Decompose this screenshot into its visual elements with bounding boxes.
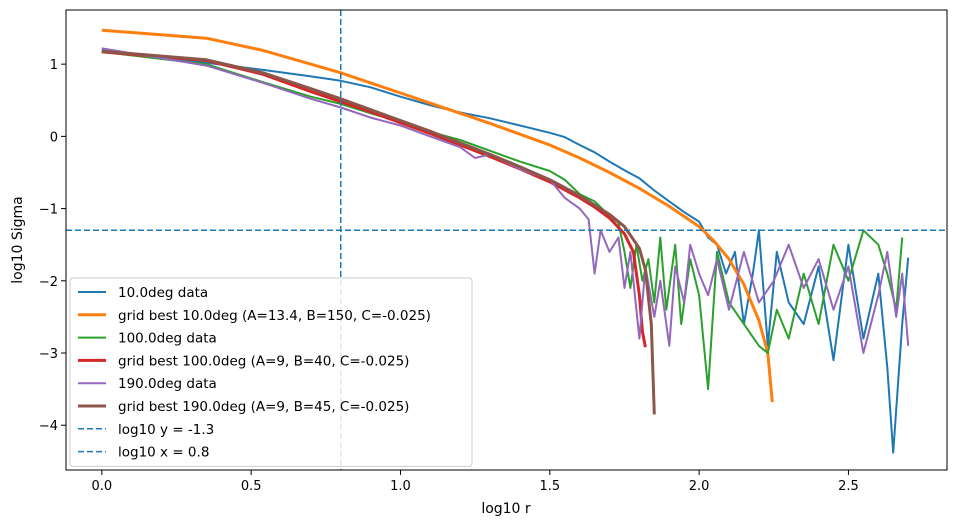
y-tick-label: 0	[50, 130, 58, 145]
legend-entry-label: grid best 10.0deg (A=13.4, B=150, C=-0.0…	[118, 308, 431, 324]
axis-ticks: 0.0 0.5 1.0 1.5 2.0 2.5 1 0 −1 −2 −3 −4	[39, 58, 859, 494]
y-tick-label: −1	[39, 203, 58, 218]
y-tick-label: −2	[39, 275, 58, 290]
x-tick-label: 2.0	[689, 479, 710, 494]
legend-entry-label: grid best 100.0deg (A=9, B=40, C=-0.025)	[118, 353, 409, 369]
legend: 10.0deg data grid best 10.0deg (A=13.4, B…	[69, 277, 473, 467]
legend-entry-label: grid best 190.0deg (A=9, B=45, C=-0.025)	[118, 399, 409, 415]
legend-entry-label: log10 y = -1.3	[118, 422, 214, 438]
y-tick-label: −4	[39, 419, 58, 434]
x-axis-label: log10 r	[481, 501, 531, 517]
legend-entry-label: 190.0deg data	[118, 376, 217, 392]
series-line-0	[101, 49, 910, 454]
legend-entry-label: log10 x = 0.8	[118, 445, 209, 461]
plot-frame	[65, 9, 948, 471]
legend-entry-label: 10.0deg data	[118, 285, 208, 301]
y-tick-label: −3	[39, 347, 58, 362]
series-line-4	[101, 47, 910, 354]
x-tick-label: 1.5	[539, 479, 560, 494]
x-tick-label: 0.0	[91, 479, 112, 494]
legend-entry-label: 100.0deg data	[118, 331, 217, 347]
y-tick-label: 1	[50, 58, 58, 73]
y-axis-label: log10 Sigma	[10, 196, 26, 284]
x-tick-label: 1.0	[390, 479, 411, 494]
x-tick-label: 2.5	[838, 479, 859, 494]
x-tick-label: 0.5	[241, 479, 262, 494]
series-line-5	[101, 49, 656, 415]
series-line-1	[101, 28, 774, 403]
plot-area	[66, 10, 947, 470]
legend-box	[69, 277, 473, 467]
